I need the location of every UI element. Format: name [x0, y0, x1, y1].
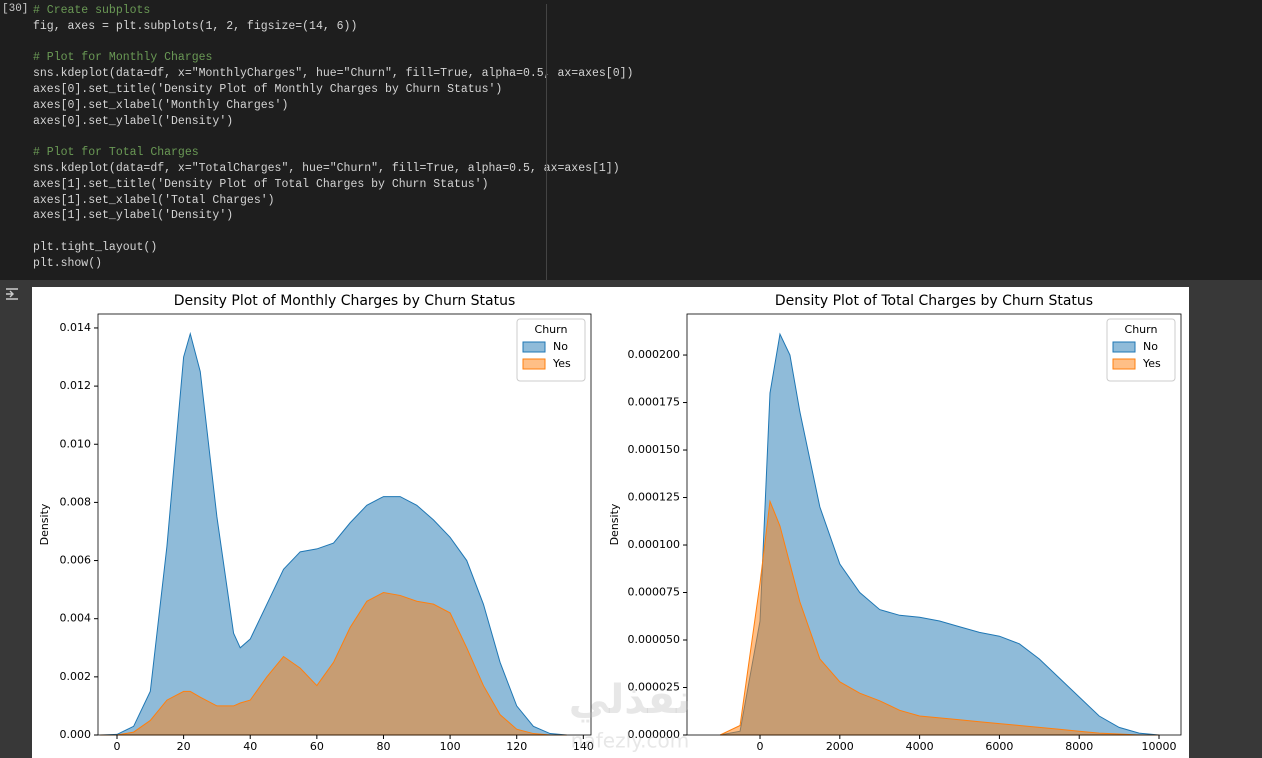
code-block: plt.tight_layout() plt.show() [33, 240, 633, 272]
code-block: # Plot for Monthly Charges sns.kdeplot(da… [33, 50, 633, 129]
legend-label: No [553, 340, 568, 353]
y-tick-label: 0.012 [60, 379, 92, 392]
x-tick-label: 100 [440, 740, 461, 753]
code-line: axes[1].set_title('Density Plot of Total… [33, 177, 489, 191]
y-tick-label: 0.000175 [628, 396, 681, 409]
code-line: axes[1].set_xlabel('Total Charges') [33, 193, 275, 207]
code-line: sns.kdeplot(data=df, x="MonthlyCharges",… [33, 67, 634, 81]
x-tick-label: 0 [113, 740, 120, 753]
x-tick-label: 8000 [1065, 740, 1093, 753]
plot-frame [686, 313, 1182, 736]
code-line: # Plot for Monthly Charges [33, 51, 213, 65]
legend-title: Churn [535, 323, 568, 336]
x-tick-label: 140 [573, 740, 594, 753]
code-line: fig, axes = plt.subplots(1, 2, figsize=(… [33, 19, 358, 33]
code-line: axes[0].set_xlabel('Monthly Charges') [33, 98, 289, 112]
y-tick-label: 0.000075 [628, 586, 681, 599]
y-tick-label: 0.008 [60, 495, 92, 508]
density-area [719, 499, 1160, 736]
code-line: axes[0].set_ylabel('Density') [33, 114, 234, 128]
code-line: sns.kdeplot(data=df, x="TotalCharges", h… [33, 161, 620, 175]
y-tick-label: 0.010 [60, 437, 92, 450]
output-toggle[interactable] [4, 286, 20, 302]
code-cell: [30] # Create subplots fig, axes = plt.su… [0, 0, 1262, 280]
legend-label: No [1143, 340, 1158, 353]
x-tick-label: 60 [310, 740, 324, 753]
y-axis-label: Density [38, 503, 51, 545]
x-tick-label: 6000 [985, 740, 1013, 753]
legend: Churn No Yes [1106, 318, 1176, 382]
code-block: # Plot for Total Charges sns.kdeplot(data… [33, 145, 633, 224]
code-line: # Create subplots [33, 4, 151, 17]
legend-swatch [522, 358, 546, 370]
legend-swatch [1112, 341, 1136, 353]
code-line: axes[1].set_ylabel('Density') [33, 209, 234, 223]
y-tick-label: 0.004 [60, 612, 92, 625]
code-editor[interactable]: # Create subplots fig, axes = plt.subplot… [33, 3, 633, 287]
legend-label: Yes [1142, 357, 1161, 370]
chart-title: Density Plot of Total Charges by Churn S… [775, 293, 1093, 309]
y-tick-label: 0.000050 [628, 633, 681, 646]
y-tick-label: 0.000125 [628, 491, 681, 504]
y-tick-label: 0.014 [60, 321, 92, 334]
y-tick-label: 0.000 [60, 728, 92, 741]
x-tick-label: 2000 [826, 740, 854, 753]
code-line: plt.tight_layout() [33, 240, 158, 254]
y-tick-label: 0.000150 [628, 443, 681, 456]
code-block: # Create subplots fig, axes = plt.subplot… [33, 3, 633, 35]
code-line: axes[0].set_title('Density Plot of Month… [33, 82, 503, 96]
y-axis-label: Density [608, 503, 621, 545]
x-tick-label: 40 [243, 740, 257, 753]
x-tick-label: 120 [506, 740, 527, 753]
y-tick-label: 0.006 [60, 554, 92, 567]
code-line: # Plot for Total Charges [33, 146, 199, 160]
legend-swatch [1112, 358, 1136, 370]
execution-count: [30] [2, 3, 29, 15]
x-tick-label: 0 [757, 740, 764, 753]
watermark: nafezly.com [571, 729, 689, 753]
y-tick-label: 0.002 [60, 670, 92, 683]
legend: Churn No Yes [516, 318, 586, 382]
watermark: نفذلي [569, 677, 691, 723]
density-area [720, 332, 1160, 736]
plot-frame [97, 313, 592, 736]
y-tick-label: 0.000100 [628, 538, 681, 551]
legend-swatch [522, 341, 546, 353]
x-tick-label: 10000 [1142, 740, 1177, 753]
legend-title: Churn [1125, 323, 1158, 336]
x-tick-label: 80 [376, 740, 390, 753]
code-line: plt.show() [33, 256, 103, 270]
density-area [100, 592, 567, 736]
x-tick-label: 4000 [906, 740, 934, 753]
legend-label: Yes [552, 357, 571, 370]
y-tick-label: 0.000025 [628, 681, 681, 694]
ruler [546, 4, 547, 280]
x-tick-label: 20 [177, 740, 191, 753]
y-tick-label: 0.000000 [628, 728, 681, 741]
chart-title: Density Plot of Monthly Charges by Churn… [174, 293, 516, 309]
y-tick-label: 0.000200 [628, 348, 681, 361]
chart-output: 0.000 0.002 0.004 0.006 0.008 0.010 0.012 0.014… [32, 287, 1189, 758]
